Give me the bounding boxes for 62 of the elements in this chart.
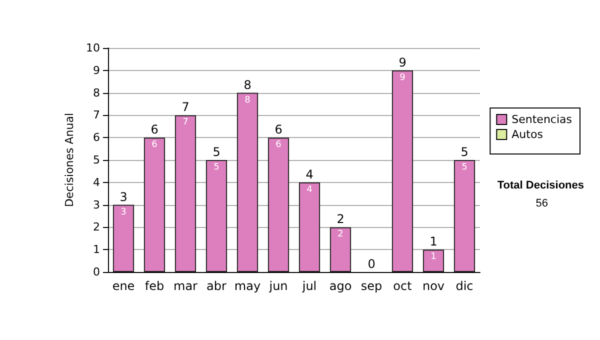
x-tick-label: nov	[422, 279, 445, 293]
x-tick-label: abr	[206, 279, 227, 293]
bar	[268, 138, 290, 272]
bar	[330, 227, 352, 272]
data-label: 7	[182, 118, 188, 128]
total-label: 6	[150, 122, 158, 137]
bar	[236, 92, 258, 272]
x-tick-label: ene	[112, 279, 135, 293]
y-tick-label: 0	[93, 266, 100, 278]
x-tick-label: feb	[144, 279, 164, 293]
x-tick-label: jul	[301, 279, 317, 293]
total-label: 6	[274, 122, 282, 137]
total-label: 8	[244, 78, 252, 92]
bar	[112, 204, 134, 272]
y-tick-label: 9	[93, 64, 100, 77]
x-tick-label: ago	[329, 279, 352, 293]
y-tick-label: 3	[93, 198, 100, 212]
y-tick-label: 4	[93, 176, 100, 189]
total-label: 9	[398, 55, 406, 70]
x-tick-label: sep	[360, 279, 382, 293]
total-label: 5	[212, 145, 220, 159]
bar	[144, 138, 166, 272]
bar	[422, 250, 444, 272]
legend-label: Sentencias	[512, 113, 572, 126]
bar	[206, 160, 228, 272]
data-label: 1	[430, 252, 436, 262]
data-label: 6	[152, 140, 158, 150]
bar	[454, 160, 476, 272]
data-label: 5	[462, 162, 468, 172]
total-label: 5	[460, 145, 468, 159]
x-tick-label: dic	[456, 279, 474, 293]
text: 56	[536, 198, 548, 210]
data-label: 5	[214, 162, 220, 172]
x-tick-label: oct	[393, 279, 412, 293]
data-label: 3	[120, 207, 126, 218]
total-label: 2	[336, 212, 344, 226]
data-label: 8	[244, 95, 251, 106]
x-tick-label: mar	[174, 279, 198, 293]
total-label: 1	[430, 234, 438, 249]
y-tick-label: 10	[86, 42, 100, 54]
data-label: 2	[338, 230, 344, 240]
x-tick-label: jun	[268, 279, 288, 293]
data-label: 9	[400, 72, 406, 83]
total-label: 7	[182, 100, 190, 114]
y-axis-title: Decisiones Anual	[63, 112, 76, 208]
y-tick-label: 5	[93, 154, 100, 166]
y-tick-label: 1	[93, 243, 100, 256]
bar	[174, 115, 196, 272]
total-label: 3	[120, 190, 128, 204]
y-tick-label: 7	[93, 108, 100, 122]
y-tick-label: 8	[93, 86, 100, 100]
data-label: 4	[306, 184, 313, 195]
y-tick-label: 2	[93, 220, 100, 234]
y-tick-label: 6	[93, 131, 100, 144]
total-label: 4	[306, 167, 314, 182]
legend-label: Autos	[512, 128, 544, 141]
bar	[392, 70, 414, 272]
data-label: 6	[276, 140, 282, 150]
total-label: 0	[368, 257, 376, 271]
text: Total Decisiones	[497, 180, 584, 192]
bar	[298, 182, 320, 272]
x-tick-label: may	[234, 279, 261, 293]
